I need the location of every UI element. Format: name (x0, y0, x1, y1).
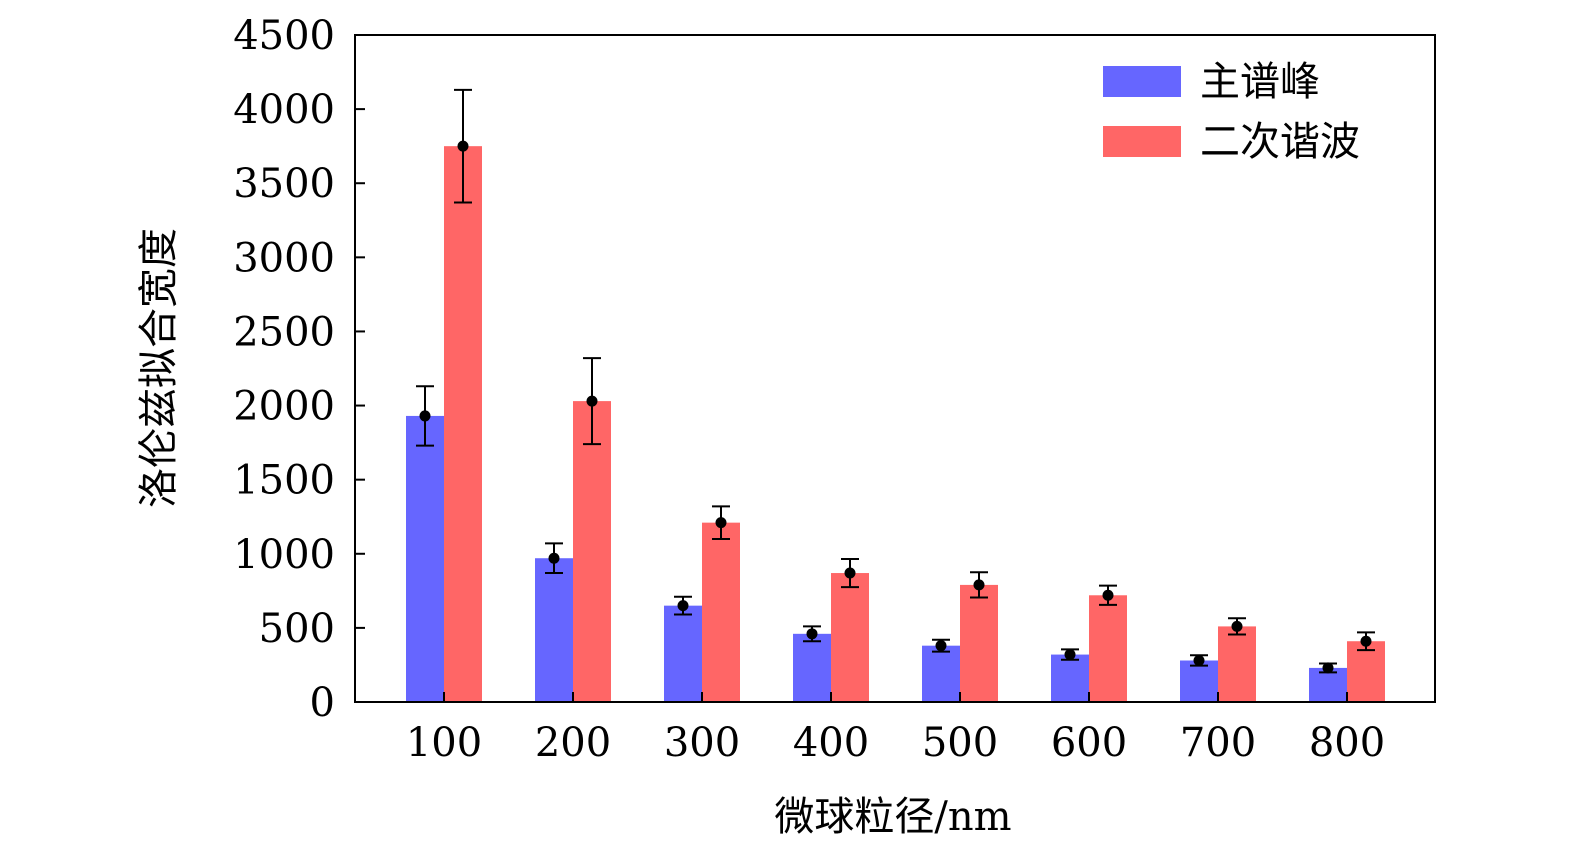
bar-main-peak-100 (406, 415, 444, 702)
data-point-main-peak-700 (1193, 654, 1205, 666)
data-point-second-harmonic-600 (1102, 589, 1114, 601)
y-tick-label-3500: 3500 (233, 161, 335, 207)
x-axis: 100 200 300 400 500 600 700 800 (406, 692, 1385, 766)
data-point-second-harmonic-700 (1231, 620, 1243, 632)
error-bar-main-peak-700 (1190, 654, 1208, 667)
data-point-main-peak-500 (935, 640, 947, 652)
data-point-second-harmonic-500 (973, 579, 985, 591)
error-bar-second-harmonic-300 (712, 505, 730, 540)
legend: 主谱峰 二次谐波 (1103, 59, 1360, 165)
bar-main-peak-200 (535, 558, 573, 702)
error-bar-main-peak-600 (1061, 648, 1079, 661)
y-tick-label-0: 0 (310, 680, 335, 726)
error-bar-main-peak-400 (803, 625, 821, 643)
y-tick-label-4000: 4000 (233, 87, 335, 133)
legend-swatch-main-peak (1103, 66, 1181, 97)
bar-second-harmonic-400 (831, 573, 869, 702)
x-tick-label-500: 500 (922, 720, 998, 766)
bar-main-peak-800 (1309, 667, 1347, 702)
x-tick-label-400: 400 (793, 720, 869, 766)
y-tick-label-2500: 2500 (233, 309, 335, 355)
x-tick-label-700: 700 (1180, 720, 1256, 766)
data-point-main-peak-200 (548, 552, 560, 564)
data-point-main-peak-800 (1322, 662, 1334, 674)
data-point-second-harmonic-200 (586, 395, 598, 407)
bar-second-harmonic-200 (573, 401, 611, 702)
error-bar-second-harmonic-800 (1357, 631, 1375, 652)
error-bar-main-peak-800 (1319, 662, 1337, 674)
error-bars-layer (416, 88, 1375, 674)
y-tick-label-500: 500 (259, 606, 335, 652)
data-point-main-peak-600 (1064, 649, 1076, 661)
data-point-second-harmonic-400 (844, 567, 856, 579)
bar-main-peak-600 (1051, 654, 1089, 702)
data-point-main-peak-400 (806, 628, 818, 640)
y-tick-label-2000: 2000 (233, 384, 335, 430)
x-tick-label-600: 600 (1051, 720, 1127, 766)
legend-label-second-harmonic: 二次谐波 (1200, 119, 1360, 165)
data-point-second-harmonic-800 (1360, 635, 1372, 647)
bar-second-harmonic-500 (960, 584, 998, 702)
bar-main-peak-700 (1180, 660, 1218, 702)
y-tick-label-1000: 1000 (233, 532, 335, 578)
x-tick-label-200: 200 (535, 720, 611, 766)
error-bar-second-harmonic-600 (1099, 584, 1117, 606)
error-bar-main-peak-300 (674, 595, 692, 616)
bars-layer (406, 146, 1385, 702)
y-tick-label-3000: 3000 (233, 235, 335, 281)
error-bar-main-peak-100 (416, 385, 434, 447)
data-point-second-harmonic-300 (715, 517, 727, 529)
error-bar-second-harmonic-400 (841, 557, 859, 589)
error-bar-second-harmonic-100 (454, 88, 472, 204)
bar-main-peak-500 (922, 645, 960, 702)
x-axis-title: 微球粒径/nm (774, 794, 1011, 840)
bar-second-harmonic-800 (1347, 641, 1385, 702)
data-point-main-peak-300 (677, 600, 689, 612)
y-tick-label-1500: 1500 (233, 458, 335, 504)
x-tick-label-300: 300 (664, 720, 740, 766)
bar-second-harmonic-700 (1218, 626, 1256, 702)
error-bar-second-harmonic-200 (583, 357, 601, 446)
data-point-main-peak-100 (419, 410, 431, 422)
bar-second-harmonic-300 (702, 522, 740, 702)
y-axis: 0 500 1000 1500 2000 2500 3000 3500 4000 4500 (233, 13, 365, 726)
error-bar-main-peak-200 (545, 542, 563, 575)
error-bar-main-peak-500 (932, 638, 950, 653)
bar-second-harmonic-100 (444, 146, 482, 702)
bar-main-peak-300 (664, 605, 702, 702)
y-axis-title: 洛伦兹拟合宽度 (136, 228, 182, 508)
plot-frame (354, 34, 1436, 703)
x-tick-label-100: 100 (406, 720, 482, 766)
legend-label-main-peak: 主谱峰 (1200, 59, 1320, 105)
bar-second-harmonic-600 (1089, 595, 1127, 702)
x-tick-label-800: 800 (1309, 720, 1385, 766)
data-point-second-harmonic-100 (457, 140, 469, 152)
error-bar-second-harmonic-700 (1228, 617, 1246, 636)
bar-main-peak-400 (793, 633, 831, 702)
y-tick-label-4500: 4500 (233, 13, 335, 59)
legend-swatch-second-harmonic (1103, 126, 1181, 157)
error-bar-second-harmonic-500 (970, 571, 988, 599)
